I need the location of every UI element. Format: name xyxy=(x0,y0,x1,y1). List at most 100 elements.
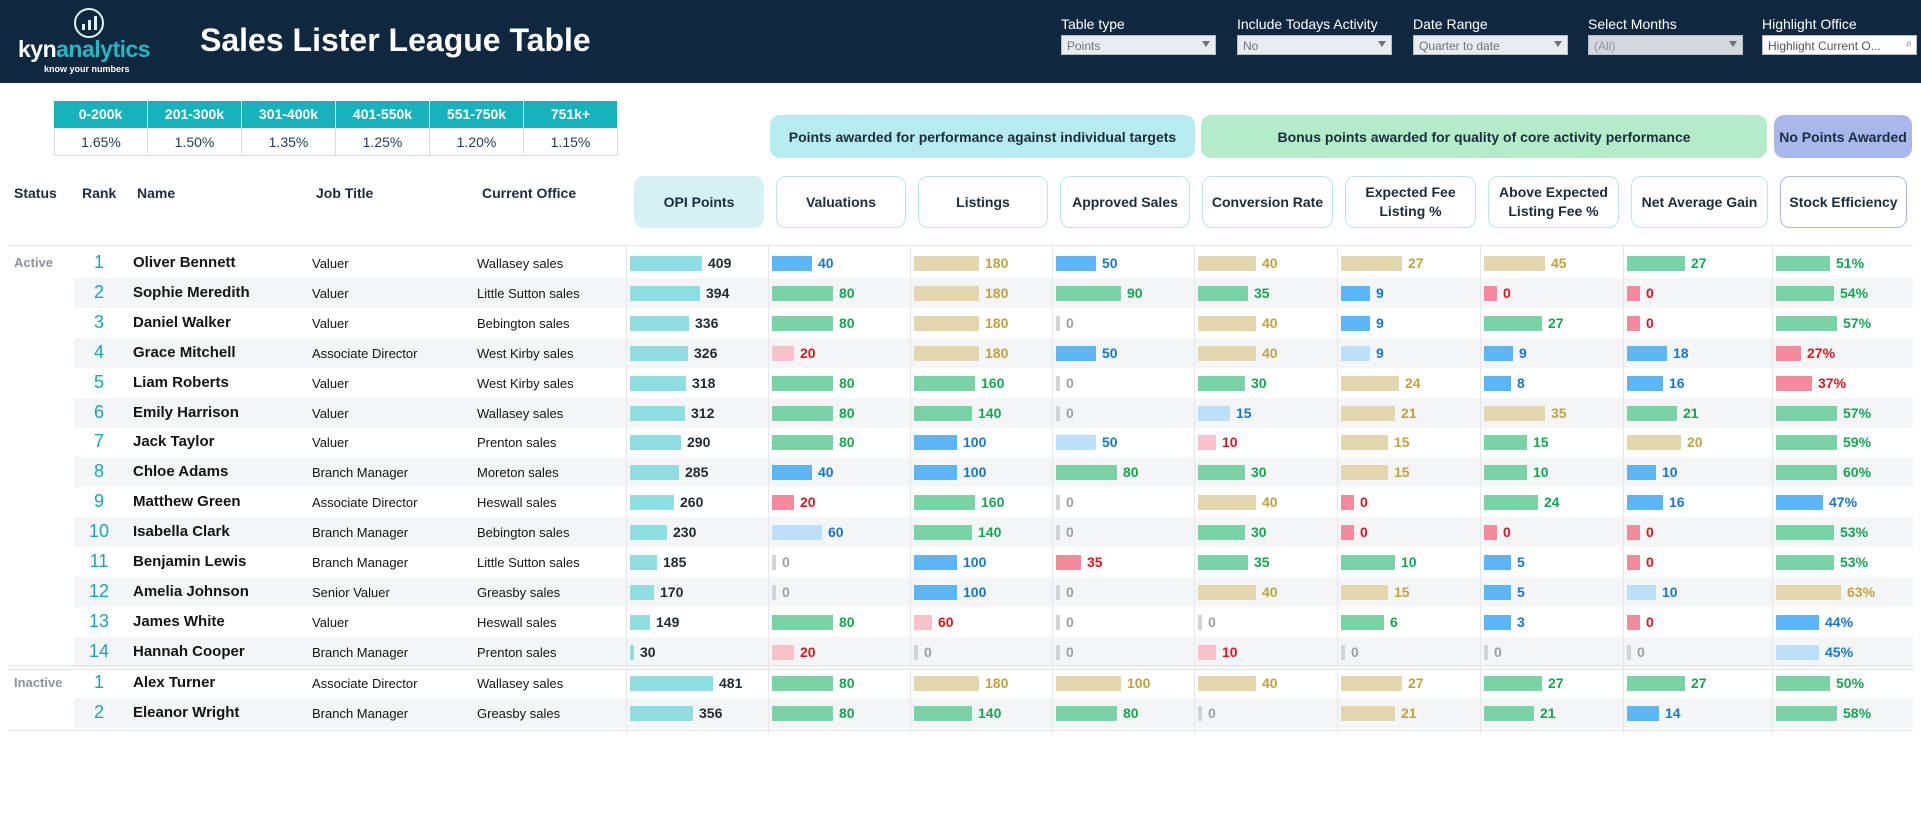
metric-value: 0 xyxy=(1503,284,1511,301)
metric-value: 0 xyxy=(1503,524,1511,541)
employee-name: Daniel Walker xyxy=(133,313,231,331)
tier-range: 401-550k xyxy=(336,101,430,128)
metric-bar xyxy=(772,315,833,331)
table-row[interactable]: 1 Alex Turner Associate Director Wallasey s… xyxy=(74,668,1913,698)
legend-pill-2: Bonus points awarded for quality of core… xyxy=(1201,115,1767,158)
tier-range: 751k+ xyxy=(524,101,618,128)
col-metric-7[interactable]: Above Expected Listing Fee % xyxy=(1488,176,1619,228)
table-row[interactable]: 3 Daniel Walker Valuer Bebington sales 336 80… xyxy=(74,308,1913,338)
col-metric-4[interactable]: Approved Sales xyxy=(1060,176,1190,228)
select-monthsdropdown[interactable]: (All) xyxy=(1588,35,1743,55)
metric-bar xyxy=(1198,584,1256,600)
rank-value: 14 xyxy=(88,640,110,661)
col-metric-2[interactable]: Valuations xyxy=(776,176,906,228)
table-row[interactable]: 14 Hannah Cooper Branch Manager Prenton sal… xyxy=(74,636,1913,667)
table-row[interactable]: 6 Emily Harrison Valuer Wallasey sales 312 80… xyxy=(74,397,1913,428)
table-row[interactable]: 2 Eleanor Wright Branch Manager Greasby sal… xyxy=(74,697,1913,728)
filter-include-todays-activity: Include Todays Activity No xyxy=(1237,16,1392,55)
brand-logo[interactable]: kynanalytics know your numbers xyxy=(18,6,168,76)
col-metric-6[interactable]: Expected Fee Listing % xyxy=(1345,176,1476,228)
metric-bar xyxy=(630,525,667,541)
employee-name: Liam Roberts xyxy=(133,373,229,391)
col-metric-3[interactable]: Listings xyxy=(918,176,1048,228)
metric-value: 80 xyxy=(839,284,855,301)
rank-value: 10 xyxy=(88,521,110,542)
current-office: West Kirby sales xyxy=(477,345,574,361)
metric-value: 16 xyxy=(1669,374,1685,391)
table-row[interactable]: 10 Isabella Clark Branch Manager Bebington … xyxy=(74,517,1913,548)
table-row[interactable]: 5 Liam Roberts Valuer West Kirby sales 318 80… xyxy=(74,368,1913,398)
column-separator xyxy=(1623,244,1624,664)
chevron-down-icon xyxy=(1554,41,1562,47)
rank-value: 9 xyxy=(93,491,104,512)
table-row[interactable]: 12 Amelia Johnson Senior Valuer Greasby sal… xyxy=(74,576,1913,607)
metric-value: 100 xyxy=(963,554,987,570)
metric-bar xyxy=(914,465,957,481)
legend-pill-3: No Points Awarded xyxy=(1774,115,1912,158)
metric-bar xyxy=(1341,584,1388,600)
metric-value: 9 xyxy=(1519,344,1527,361)
filter-select-months: Select Months (All) xyxy=(1588,16,1743,55)
metric-bar xyxy=(630,584,654,600)
metric-value: 27 xyxy=(1691,675,1707,691)
col-metric-9[interactable]: Stock Efficiency xyxy=(1780,176,1907,228)
metric-bar xyxy=(1627,644,1631,660)
metric-value: 24 xyxy=(1405,374,1421,391)
table-row[interactable]: 1 Oliver Bennett Valuer Wallasey sales 409 40… xyxy=(74,248,1913,278)
column-separator xyxy=(1337,665,1338,734)
metric-bar xyxy=(1341,375,1399,391)
metric-bar xyxy=(914,315,979,331)
metric-bar xyxy=(772,705,833,721)
metric-bar xyxy=(1056,644,1060,660)
metric-value: 10 xyxy=(1662,464,1678,481)
rank-value: 6 xyxy=(93,401,104,422)
job-title: Valuer xyxy=(312,256,349,271)
col-metric-1[interactable]: OPI Points xyxy=(634,176,764,228)
metric-value: 0 xyxy=(1360,494,1368,511)
table-row[interactable]: 13 James White Valuer Heswall sales 149 80 60 0… xyxy=(74,607,1913,637)
table-row[interactable]: 7 Jack Taylor Valuer Prenton sales 290 80 100 5… xyxy=(74,427,1913,457)
metric-value: 100 xyxy=(1127,675,1151,691)
metric-value: 180 xyxy=(985,255,1009,271)
tier-rate: 1.35% xyxy=(242,128,336,156)
job-title: Valuer xyxy=(312,315,349,331)
col-metric-5[interactable]: Conversion Rate xyxy=(1202,176,1333,228)
search-icon[interactable]: ⌕ xyxy=(1905,38,1912,50)
metric-bar xyxy=(1776,465,1837,481)
metric-bar xyxy=(1056,676,1121,691)
table-row[interactable]: 2 Sophie Meredith Valuer Little Sutton sale… xyxy=(74,277,1913,308)
metric-bar xyxy=(1627,345,1667,361)
table-row[interactable]: 4 Grace Mitchell Associate Director West Ki… xyxy=(74,337,1913,368)
current-office: Prenton sales xyxy=(477,435,557,451)
table-typedropdown[interactable]: Points xyxy=(1061,35,1216,55)
metric-value: 20 xyxy=(800,643,816,660)
metric-value: 27 xyxy=(1408,255,1424,271)
employee-name: Amelia Johnson xyxy=(133,582,249,600)
current-office: Wallasey sales xyxy=(477,256,564,271)
column-separator xyxy=(910,244,911,664)
metric-value: 35 xyxy=(1254,554,1270,570)
table-row[interactable]: 9 Matthew Green Associate Director Heswall … xyxy=(74,487,1913,517)
metric-bar xyxy=(1484,315,1542,331)
filter-label: Highlight Office xyxy=(1762,16,1857,32)
column-separator xyxy=(1772,244,1773,664)
include-todays-activitydropdown[interactable]: No xyxy=(1237,35,1392,55)
metric-value: 290 xyxy=(687,434,711,451)
col-metric-8[interactable]: Net Average Gain xyxy=(1631,176,1768,228)
metric-value: 40 xyxy=(818,255,834,271)
column-separator xyxy=(768,665,769,734)
current-office: Greasby sales xyxy=(477,705,561,721)
metric-value: 47% xyxy=(1829,494,1858,511)
employee-name: Sophie Meredith xyxy=(133,283,250,301)
app-header: kynanalytics know your numbers Sales Lis… xyxy=(0,0,1921,83)
date-rangedropdown[interactable]: Quarter to date xyxy=(1413,35,1568,55)
metric-bar xyxy=(1198,495,1256,511)
table-row[interactable]: 8 Chloe Adams Branch Manager Moreton sales 2… xyxy=(74,457,1913,488)
metric-bar xyxy=(772,375,833,391)
metric-bar xyxy=(1776,525,1834,541)
legend-pill-1: Points awarded for performance against i… xyxy=(770,115,1195,158)
highlight-officesearch-input[interactable]: Highlight Current O... ⌕ xyxy=(1762,35,1917,55)
table-row[interactable]: 11 Benjamin Lewis Branch Manager Little Sut… xyxy=(74,547,1913,577)
metric-value: 0 xyxy=(1208,704,1216,721)
rank-value: 7 xyxy=(93,431,104,452)
